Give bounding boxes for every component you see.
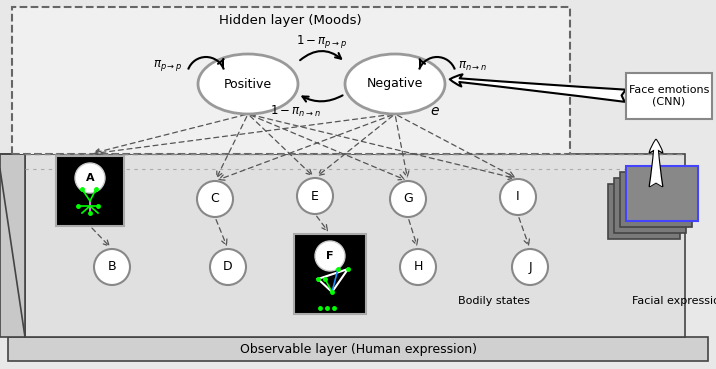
Text: $e$: $e$ xyxy=(430,104,440,118)
Text: D: D xyxy=(223,261,233,273)
Ellipse shape xyxy=(198,54,298,114)
Text: Hidden layer (Moods): Hidden layer (Moods) xyxy=(218,14,362,27)
FancyBboxPatch shape xyxy=(12,7,570,154)
Text: $\pi_{p\rightarrow p}$: $\pi_{p\rightarrow p}$ xyxy=(153,59,183,73)
Text: Observable layer (Human expression): Observable layer (Human expression) xyxy=(239,342,477,355)
Circle shape xyxy=(94,249,130,285)
Text: I: I xyxy=(516,190,520,203)
Text: A: A xyxy=(86,173,95,183)
Polygon shape xyxy=(0,154,25,337)
Ellipse shape xyxy=(345,54,445,114)
FancyBboxPatch shape xyxy=(294,234,366,314)
Text: G: G xyxy=(403,193,413,206)
Text: F: F xyxy=(326,251,334,261)
Circle shape xyxy=(197,181,233,217)
Circle shape xyxy=(390,181,426,217)
Text: J: J xyxy=(528,261,532,273)
FancyBboxPatch shape xyxy=(614,178,686,233)
Polygon shape xyxy=(25,154,685,337)
Text: $1-\pi_{p\rightarrow p}$: $1-\pi_{p\rightarrow p}$ xyxy=(296,34,347,51)
Circle shape xyxy=(297,178,333,214)
FancyBboxPatch shape xyxy=(626,166,698,221)
FancyBboxPatch shape xyxy=(56,156,124,226)
Text: E: E xyxy=(311,190,319,203)
Circle shape xyxy=(400,249,436,285)
Text: $\pi_{n\rightarrow n}$: $\pi_{n\rightarrow n}$ xyxy=(458,59,488,73)
Text: $1-\pi_{n\rightarrow n}$: $1-\pi_{n\rightarrow n}$ xyxy=(269,103,321,118)
Circle shape xyxy=(500,179,536,215)
Circle shape xyxy=(315,241,345,271)
Text: C: C xyxy=(211,193,219,206)
Text: Face emotions
(CNN): Face emotions (CNN) xyxy=(629,85,709,107)
Circle shape xyxy=(512,249,548,285)
Text: Positive: Positive xyxy=(224,77,272,90)
Text: Bodily states: Bodily states xyxy=(458,296,530,306)
FancyBboxPatch shape xyxy=(8,337,708,361)
Circle shape xyxy=(75,163,105,193)
FancyBboxPatch shape xyxy=(626,166,698,221)
FancyBboxPatch shape xyxy=(626,73,712,119)
FancyBboxPatch shape xyxy=(620,172,692,227)
Circle shape xyxy=(210,249,246,285)
Text: H: H xyxy=(413,261,422,273)
Text: Facial expression: Facial expression xyxy=(632,296,716,306)
Text: B: B xyxy=(107,261,116,273)
Text: Negative: Negative xyxy=(367,77,423,90)
FancyBboxPatch shape xyxy=(608,184,680,239)
